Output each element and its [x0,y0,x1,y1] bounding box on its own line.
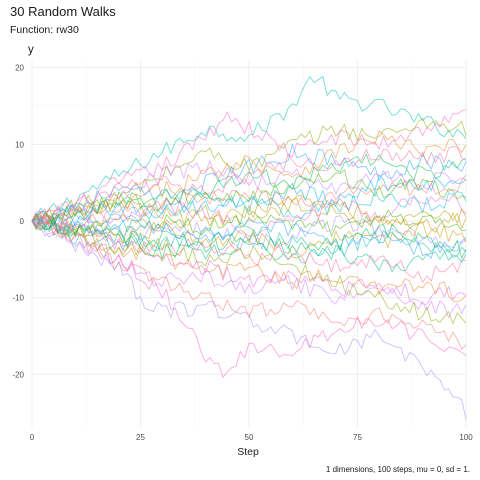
x-tick-label: 25 [136,433,145,442]
x-tick-label: 75 [353,433,362,442]
walk-line-8 [31,174,467,237]
y-axis-title: y [28,44,34,56]
walk-line-2 [31,109,467,222]
y-tick-label: 20 [15,64,24,73]
walk-line-17 [31,174,467,228]
y-tick-label: -10 [12,294,24,303]
walk-line-22 [31,220,467,420]
walk-line-15 [31,219,467,273]
walk-line-24 [31,220,467,263]
chart-caption: 1 dimensions, 100 steps, mu = 0, sd = 1. [326,465,470,474]
walk-line-25 [31,217,467,305]
walk-lines [31,75,467,420]
walk-line-30 [31,146,467,225]
y-tick-label: 0 [20,217,25,226]
y-tick-labels: -20 -10 0 10 20 [12,64,24,380]
x-tick-labels: 0 25 50 75 100 [30,433,473,442]
x-tick-label: 50 [245,433,254,442]
chart-title: 30 Random Walks [10,4,116,19]
walk-line-12 [31,206,467,244]
walk-line-21 [31,216,467,378]
walk-line-6 [31,160,467,225]
walk-line-1 [31,75,467,222]
walk-line-16 [31,214,467,283]
x-tick-label: 0 [30,433,35,442]
walk-line-14 [31,215,467,259]
walk-line-11 [31,194,467,237]
walk-line-29 [31,216,467,260]
y-tick-label: 10 [15,140,24,149]
x-axis-title: Step [237,446,259,458]
y-tick-label: -20 [12,370,24,379]
walk-line-23 [31,220,467,350]
walk-line-20 [31,219,467,325]
chart-subtitle: Function: rw30 [10,24,79,36]
walk-line-28 [31,194,467,233]
walk-line-3 [31,117,467,222]
walk-line-10 [31,197,467,235]
walk-line-4 [31,130,467,222]
walk-line-7 [31,153,467,228]
x-tick-label: 100 [459,433,473,442]
walk-line-5 [31,143,467,224]
